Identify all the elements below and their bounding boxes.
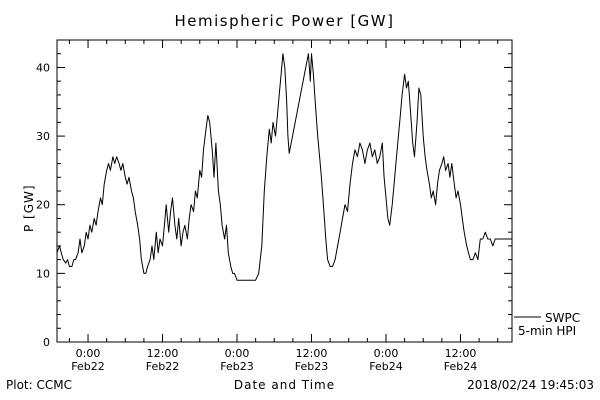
x-tick-time-label: 0:00 bbox=[374, 347, 399, 360]
x-tick-time-label: 0:00 bbox=[225, 347, 250, 360]
x-tick-date-label: Feb24 bbox=[444, 360, 477, 373]
y-tick-label: 30 bbox=[36, 130, 50, 143]
timestamp: 2018/02/24 19:45:03 bbox=[467, 378, 594, 392]
y-tick-label: 40 bbox=[36, 61, 50, 74]
x-tick-date-label: Feb23 bbox=[220, 360, 253, 373]
chart-title: Hemispheric Power [GW] bbox=[174, 12, 395, 30]
legend-series-label: 5-min HPI bbox=[518, 324, 577, 338]
axis-box bbox=[56, 39, 513, 343]
x-tick-date-label: Feb22 bbox=[146, 360, 179, 373]
y-tick-label: 0 bbox=[43, 336, 50, 349]
x-tick-time-label: 12:00 bbox=[296, 347, 328, 360]
x-tick-time-label: 0:00 bbox=[76, 347, 101, 360]
x-tick-date-label: Feb22 bbox=[71, 360, 104, 373]
x-tick-time-label: 12:00 bbox=[445, 347, 477, 360]
x-axis-label: Date and Time bbox=[233, 378, 336, 392]
y-tick-label: 10 bbox=[36, 267, 50, 280]
x-tick-date-label: Feb24 bbox=[369, 360, 402, 373]
plot-credit: Plot: CCMC bbox=[6, 378, 72, 392]
legend-source-label: SWPC bbox=[545, 311, 581, 325]
hpi-line bbox=[56, 53, 512, 281]
x-tick-date-label: Feb23 bbox=[295, 360, 328, 373]
y-tick-label: 20 bbox=[36, 199, 50, 212]
x-tick-time-label: 12:00 bbox=[147, 347, 179, 360]
